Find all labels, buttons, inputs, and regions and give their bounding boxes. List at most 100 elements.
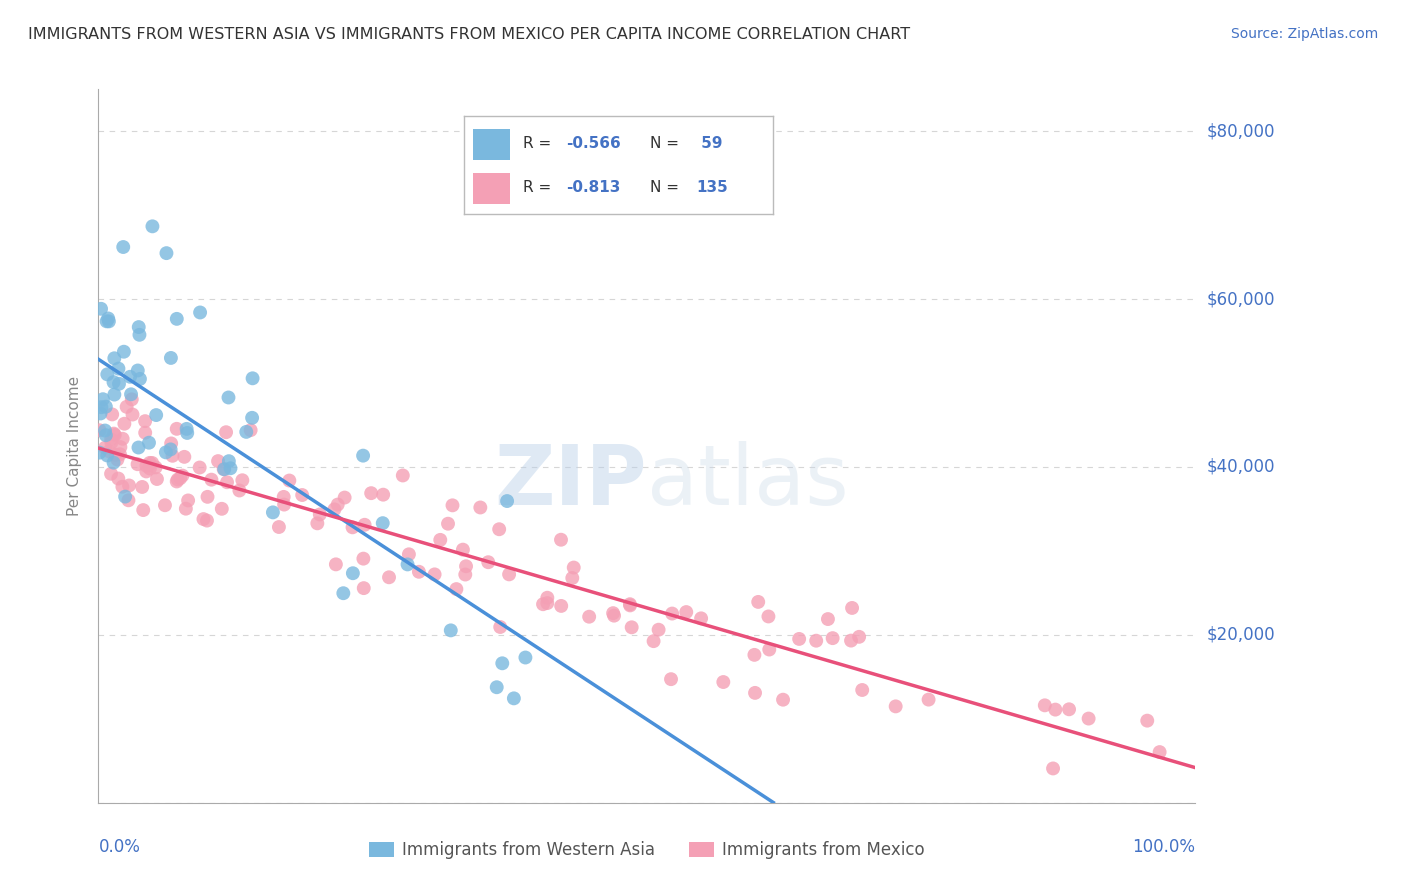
Point xyxy=(498,567,520,582)
Point xyxy=(550,533,572,547)
Point xyxy=(128,327,150,342)
Text: IMMIGRANTS FROM WESTERN ASIA VS IMMIGRANTS FROM MEXICO PER CAPITA INCOME CORRELA: IMMIGRANTS FROM WESTERN ASIA VS IMMIGRAN… xyxy=(28,27,910,42)
Text: 135: 135 xyxy=(696,180,728,195)
Point xyxy=(212,462,235,476)
Point xyxy=(134,414,156,428)
Point xyxy=(515,650,537,665)
Point xyxy=(454,567,477,582)
Point xyxy=(103,387,125,401)
Point xyxy=(197,490,219,504)
Point xyxy=(758,642,780,657)
Point xyxy=(155,246,177,260)
Text: Source: ZipAtlas.com: Source: ZipAtlas.com xyxy=(1230,27,1378,41)
Point xyxy=(451,542,474,557)
Point xyxy=(112,417,135,431)
Point xyxy=(108,447,131,461)
Point xyxy=(129,372,152,386)
Point xyxy=(160,351,183,365)
Point xyxy=(744,686,766,700)
Point xyxy=(166,473,188,487)
Point xyxy=(110,440,132,454)
Point xyxy=(373,488,395,502)
Point xyxy=(326,498,349,512)
Point xyxy=(188,305,211,319)
Point xyxy=(104,428,127,442)
Point xyxy=(127,363,149,377)
Point xyxy=(273,490,295,504)
Text: -0.566: -0.566 xyxy=(567,136,621,151)
Point xyxy=(134,425,156,440)
Point xyxy=(212,462,235,476)
Text: 100.0%: 100.0% xyxy=(1132,838,1195,856)
Point xyxy=(429,533,451,547)
Point xyxy=(332,586,354,600)
FancyBboxPatch shape xyxy=(474,128,510,161)
Point xyxy=(138,456,160,470)
Point xyxy=(562,560,585,574)
Point xyxy=(94,428,117,442)
Text: 0.0%: 0.0% xyxy=(98,838,141,856)
Point xyxy=(437,516,460,531)
Point xyxy=(240,410,263,425)
Point xyxy=(884,699,907,714)
Point xyxy=(91,392,114,407)
Point xyxy=(103,351,125,366)
Point xyxy=(97,311,120,326)
Text: -0.813: -0.813 xyxy=(567,180,620,195)
Point xyxy=(787,632,810,646)
Point xyxy=(120,387,142,401)
FancyBboxPatch shape xyxy=(474,173,510,204)
Point xyxy=(117,493,139,508)
Point xyxy=(131,480,153,494)
Text: N =: N = xyxy=(650,136,683,151)
Point xyxy=(96,368,118,382)
Point xyxy=(96,449,118,463)
Point xyxy=(1042,761,1064,775)
Point xyxy=(146,472,169,486)
Point xyxy=(620,620,643,634)
Point xyxy=(291,488,314,502)
Point xyxy=(159,442,181,457)
Point xyxy=(550,599,572,613)
Point xyxy=(103,375,125,389)
Point xyxy=(1136,714,1159,728)
Point xyxy=(235,425,257,439)
Point xyxy=(111,480,134,494)
Point xyxy=(360,486,382,500)
Text: N =: N = xyxy=(650,180,683,195)
Point xyxy=(160,436,183,450)
Point xyxy=(94,400,117,414)
Point xyxy=(218,454,240,468)
Point xyxy=(141,219,163,234)
Text: 59: 59 xyxy=(696,136,723,151)
Point xyxy=(176,425,198,440)
Text: $40,000: $40,000 xyxy=(1206,458,1275,476)
Point xyxy=(128,320,150,334)
Point xyxy=(643,634,665,648)
Point xyxy=(215,425,238,440)
Point xyxy=(218,391,240,405)
Point xyxy=(273,498,295,512)
Point xyxy=(173,450,195,464)
Point xyxy=(169,471,191,485)
Point xyxy=(1149,745,1171,759)
Point xyxy=(747,595,769,609)
Point xyxy=(153,498,176,512)
Point xyxy=(127,441,149,455)
Point xyxy=(121,408,143,422)
Text: R =: R = xyxy=(523,136,555,151)
Point xyxy=(342,520,364,534)
Point xyxy=(174,501,197,516)
Point xyxy=(115,400,138,414)
Point xyxy=(195,514,218,528)
Point xyxy=(578,609,600,624)
Point xyxy=(166,311,188,326)
Point xyxy=(371,516,394,530)
Point xyxy=(602,606,624,620)
Point xyxy=(103,456,125,470)
Point xyxy=(114,490,136,504)
Point xyxy=(112,240,135,254)
Point xyxy=(619,599,641,613)
Legend: Immigrants from Western Asia, Immigrants from Mexico: Immigrants from Western Asia, Immigrants… xyxy=(363,835,931,866)
Point xyxy=(619,597,641,611)
